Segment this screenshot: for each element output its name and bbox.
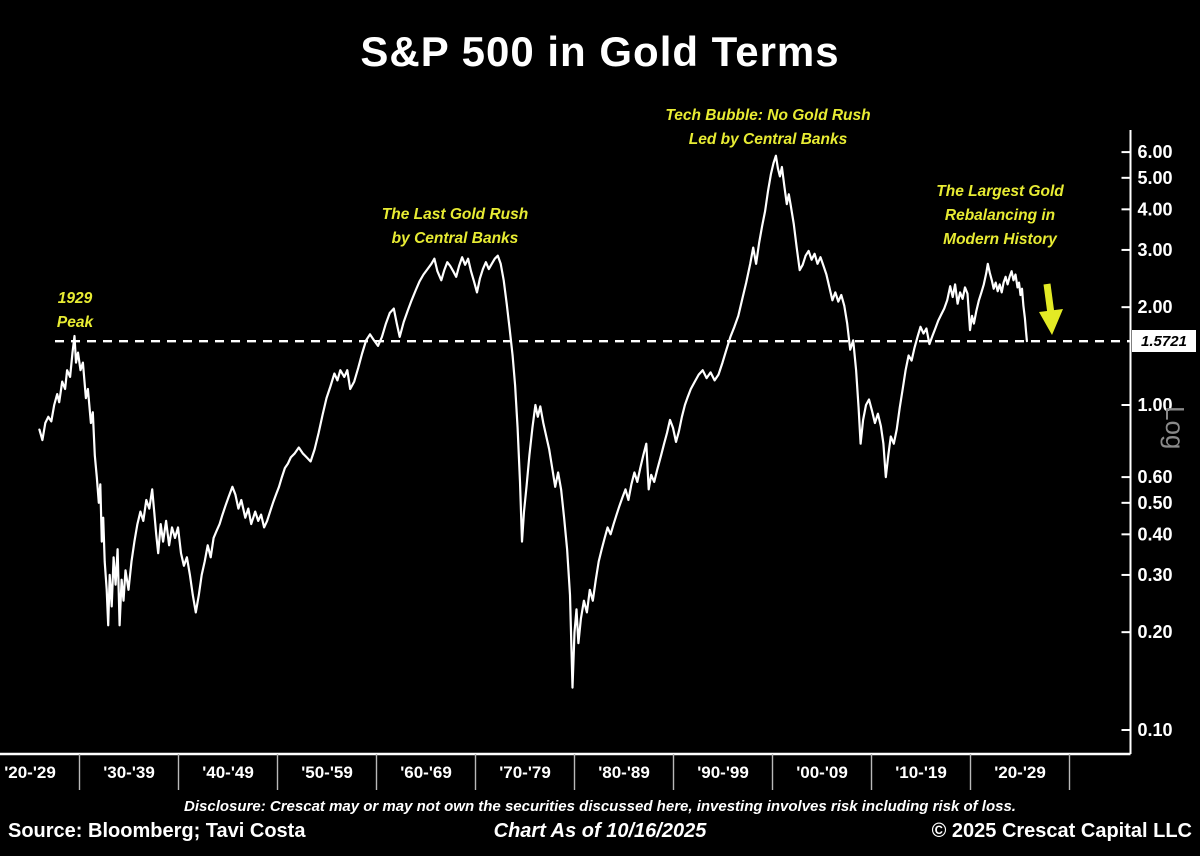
copyright-text: © 2025 Crescat Capital LLC: [931, 820, 1192, 842]
y-tick-label: 0.10: [1138, 720, 1173, 740]
source-text: Source: Bloomberg; Tavi Costa: [8, 820, 306, 842]
y-tick-label: 0.40: [1138, 524, 1173, 544]
x-tick-label: '10-'19: [895, 763, 947, 782]
annotation-last-gold-rush: The Last Gold Rush by Central Banks: [381, 206, 529, 247]
y-tick-label: 0.60: [1138, 467, 1173, 487]
annotation-tech-bubble: Tech Bubble: No Gold Rush Led by Central…: [665, 107, 871, 148]
x-tick-label: '00-'09: [796, 763, 848, 782]
y-tick-label: 0.20: [1138, 622, 1173, 642]
x-tick-label: '60-'69: [400, 763, 452, 782]
x-tick-label: '70-'79: [499, 763, 551, 782]
chart-title: S&P 500 in Gold Terms: [360, 28, 840, 75]
current-value-label: 1.5721: [1132, 330, 1196, 352]
x-tick-label: '50-'59: [301, 763, 353, 782]
x-tick-label: '20-'29: [4, 763, 56, 782]
x-tick-label: '90-'99: [697, 763, 749, 782]
price-line: [38, 154, 1029, 689]
annotation-largest-rebalancing: The Largest Gold Rebalancing in Modern H…: [936, 183, 1064, 248]
annotation-1929-peak: 1929 Peak: [56, 290, 94, 331]
x-tick-label: '20-'29: [994, 763, 1046, 782]
log-scale-label: Log: [1160, 406, 1190, 450]
y-tick-label: 5.00: [1138, 168, 1173, 188]
x-tick-label: '30-'39: [103, 763, 155, 782]
y-tick-label: 0.50: [1138, 493, 1173, 513]
x-tick-label: '80-'89: [598, 763, 650, 782]
y-tick-label: 2.00: [1138, 297, 1173, 317]
y-tick-label: 0.30: [1138, 565, 1173, 585]
y-tick-label: 3.00: [1138, 240, 1173, 260]
as-of-date-text: Chart As of 10/16/2025: [493, 820, 707, 842]
y-tick-label: 1.00: [1138, 395, 1173, 415]
y-tick-label: 4.00: [1138, 199, 1173, 219]
x-tick-label: '40-'49: [202, 763, 254, 782]
footer-row: Source: Bloomberg; Tavi Costa Chart As o…: [0, 820, 1200, 850]
down-arrow-icon: [1034, 281, 1066, 339]
y-tick-label: 6.00: [1138, 142, 1173, 162]
disclosure-text: Disclosure: Crescat may or may not own t…: [184, 798, 1016, 815]
